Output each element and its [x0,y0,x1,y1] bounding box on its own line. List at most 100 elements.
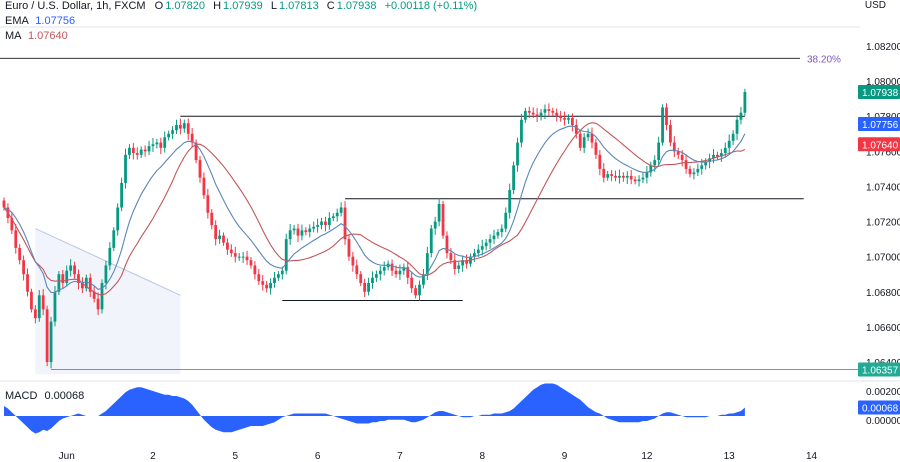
candle-body [618,175,621,178]
candle-body [429,228,433,254]
price-tick-label: 1.08200 [866,42,900,53]
candle-body [708,158,711,162]
macd-badge-label: 0.00068 [862,404,899,415]
candle-body [743,91,747,113]
candle-body [578,133,582,148]
symbol-title: Euro / U.S. Dollar, 1h, FXCM [5,0,146,12]
ma-legend[interactable]: MA 1.07640 [5,30,68,42]
candle-body [30,291,33,310]
change-value: +0.00118 (+0.11%) [384,0,478,12]
candle-body [665,107,668,125]
candle-body [33,309,37,319]
candle-body [280,270,284,275]
candle-body [249,260,253,266]
candle-body [704,161,708,166]
candle-body [257,274,261,282]
candle-body [672,142,676,152]
candle-body [288,230,292,240]
macd-tick-label: 0.00200 [866,387,900,398]
candle-body [719,153,723,157]
candle-body [147,146,151,152]
candle-body [206,195,210,213]
candle-body [163,137,167,148]
candle-body [159,142,163,148]
candle-body [437,204,441,222]
candle-body [359,274,363,283]
candle-body [445,235,449,254]
candle-body [324,221,327,226]
candle-body [414,288,417,296]
candle-body [61,274,65,283]
candle-body [543,109,547,113]
candle-body [465,260,468,264]
date-tick-label: 12 [641,451,653,462]
candle-body [355,265,359,275]
candle-body [688,168,692,175]
candle-body [696,168,700,173]
wedge-edge [35,228,181,296]
candle-body [371,277,374,283]
candle-body [723,147,727,154]
candle-body [84,277,88,289]
macd-badge [858,400,900,415]
macd-legend[interactable]: MACD 0.00068 [5,390,84,402]
price-tick-label: 1.07600 [866,147,900,158]
candle-body [131,147,135,154]
candle-body [382,267,386,271]
candle-body [186,123,190,134]
date-tick-label: Jun [59,451,75,462]
fib-level-label: 38.20% [807,54,841,65]
candle-body [700,165,704,169]
candle-body [18,247,22,261]
candle-body [312,226,316,229]
candle-body [449,253,453,261]
low-value: 1.07813 [278,0,319,12]
open-label: O [154,0,164,12]
ma-value: 1.07640 [27,30,68,42]
candle-body [641,177,645,180]
candle-body [727,140,731,148]
candle-body [402,267,406,271]
candle-body [516,142,519,166]
horizontal-levels[interactable]: 38.20% [0,54,862,370]
candle-body [214,225,218,240]
candle-body [182,123,186,129]
candle-body [202,177,206,196]
candle-body [531,112,535,115]
candle-body [308,228,312,233]
high-value: 1.07939 [223,0,263,12]
candle-body [218,235,221,240]
macd-label: MACD [5,390,38,402]
candle-body [484,242,488,247]
ema-legend[interactable]: EMA 1.07756 [5,15,75,27]
ma-label: MA [5,30,21,42]
candle-body [57,274,61,292]
candle-body [53,291,57,322]
candle-body [135,153,139,155]
candle-body [14,230,18,248]
low-label: L [270,0,277,12]
candle-body [41,295,45,310]
candle-body [684,160,688,169]
candle-body [586,133,590,138]
candle-body [155,142,159,145]
candle-body [590,133,594,143]
candle-body [425,253,429,275]
price-tick-label: 1.07200 [866,218,900,229]
candle-body [633,179,637,182]
candle-body [410,277,414,289]
shaded-wedge-zone [35,228,181,375]
candle-body [124,154,127,183]
candle-body [606,174,610,178]
candle-body [10,218,14,231]
price-tick-label: 1.06800 [866,288,900,299]
candle-body [559,116,563,118]
close-label: C [326,0,335,12]
candle-body [645,172,649,178]
candle-body [582,137,586,148]
candle-body [69,265,73,271]
candle-body [535,114,539,117]
candle-body [480,246,484,250]
candle-body [108,247,112,266]
